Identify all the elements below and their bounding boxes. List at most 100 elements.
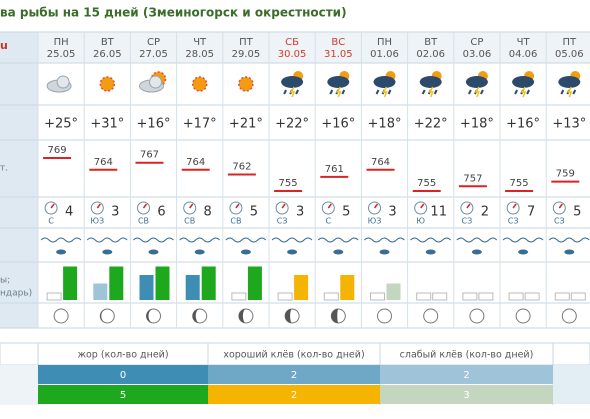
day-of-week: ПТ [239, 37, 254, 48]
fish-icon [240, 249, 251, 255]
wave-icon [271, 237, 313, 243]
legend-cell [553, 365, 590, 404]
wind-arrow [281, 203, 286, 209]
wind-direction: СЗ [554, 217, 565, 226]
pressure: 761 [325, 164, 344, 175]
wind-speed: 4 [65, 205, 73, 220]
day-of-week: ПН [54, 37, 69, 48]
legend-cell [208, 385, 380, 404]
bite-bar [370, 292, 385, 301]
date: 28.05 [185, 49, 214, 60]
sun-icon [238, 76, 254, 92]
pressure: 762 [232, 162, 251, 173]
side-label: ндарь) [0, 289, 32, 299]
fish-icon [148, 249, 159, 255]
date: 27.05 [139, 49, 168, 60]
legend-cell [380, 385, 553, 404]
wind-direction: Ю [416, 217, 425, 226]
wind-speed: 2 [481, 205, 489, 220]
wind-arrow [420, 203, 425, 209]
legend-count: 0 [120, 370, 126, 381]
wind-arrow [373, 203, 379, 209]
side-label: ы; [0, 276, 10, 286]
bite-bar [63, 266, 78, 300]
moon-shadow [192, 309, 200, 323]
temperature: +16° [137, 117, 171, 132]
wind-arrow [466, 203, 471, 209]
day-of-week: ЧТ [517, 37, 531, 48]
date: 29.05 [232, 49, 261, 60]
lightning-icon [520, 86, 527, 98]
fish-icon [102, 249, 113, 255]
wind-speed: 8 [204, 205, 212, 220]
moon-icon [423, 308, 439, 324]
moon-shadow [331, 309, 339, 323]
legend-header: хороший клёв (кол-во дней) [223, 350, 364, 361]
bite-bar [139, 275, 154, 300]
lightning-icon [474, 86, 481, 98]
day-of-week: ПН [377, 37, 392, 48]
pressure: 757 [463, 173, 482, 184]
sun-icon [99, 76, 116, 92]
bite-bar [231, 292, 247, 301]
date: 30.05 [278, 49, 307, 60]
legend-cell [208, 365, 380, 384]
fish-icon [564, 249, 575, 255]
pressure: 764 [371, 157, 390, 168]
legend-header: слабый клёв (кол-во дней) [400, 350, 534, 361]
wave-icon [317, 237, 359, 243]
bite-bar [185, 275, 200, 300]
side-label: т. [0, 164, 8, 174]
legend-side [0, 365, 38, 405]
sun-icon [191, 76, 208, 92]
date: 31.05 [324, 49, 353, 60]
wind-speed: 11 [430, 205, 447, 220]
temperature: +18° [368, 117, 402, 132]
bite-bar [201, 266, 216, 300]
bite-bar [508, 292, 524, 301]
wind-speed: 3 [388, 205, 396, 220]
pressure: 759 [556, 169, 575, 180]
wave-icon [364, 237, 405, 243]
cloud-icon [419, 76, 442, 88]
cloud-icon [465, 76, 488, 88]
temperature: +25° [44, 117, 78, 132]
fish-icon [518, 249, 529, 255]
pressure: 764 [186, 157, 205, 168]
temperature: +31° [90, 117, 124, 132]
wave-icon [133, 237, 174, 243]
moon-icon [561, 308, 577, 324]
wind-direction: ЮЗ [90, 217, 104, 226]
wind-arrow [235, 203, 240, 209]
bite-bar [432, 292, 448, 301]
bite-bar [93, 283, 108, 300]
legend-count: 2 [463, 370, 469, 381]
bite-bar [46, 292, 62, 301]
day-of-week: ВТ [101, 37, 115, 48]
wave-icon [548, 237, 590, 243]
wind-arrow [142, 203, 148, 209]
bite-bar [462, 292, 478, 301]
date: 04.06 [509, 49, 538, 60]
legend-header: жор (кол-во дней) [77, 350, 168, 361]
lightning-icon [289, 86, 296, 98]
day-of-week: ВС [331, 37, 345, 48]
wind-speed: 5 [342, 205, 350, 220]
bite-bar [386, 283, 401, 300]
bite-bar [247, 266, 262, 300]
moon-icon [53, 308, 69, 324]
wave-icon [410, 237, 451, 243]
wind-direction: СВ [138, 217, 149, 226]
moon-icon [377, 308, 392, 324]
bite-bar [294, 275, 309, 300]
lightning-icon [382, 86, 388, 98]
wave-icon [456, 237, 498, 243]
date: 01.06 [370, 49, 399, 60]
cloud-icon [149, 75, 162, 89]
pressure: 769 [48, 145, 67, 156]
temperature: +16° [506, 117, 540, 132]
fish-icon [56, 249, 67, 255]
day-of-week: ПТ [562, 37, 577, 48]
wind-speed: 3 [296, 205, 304, 220]
wind-direction: С [48, 217, 54, 226]
